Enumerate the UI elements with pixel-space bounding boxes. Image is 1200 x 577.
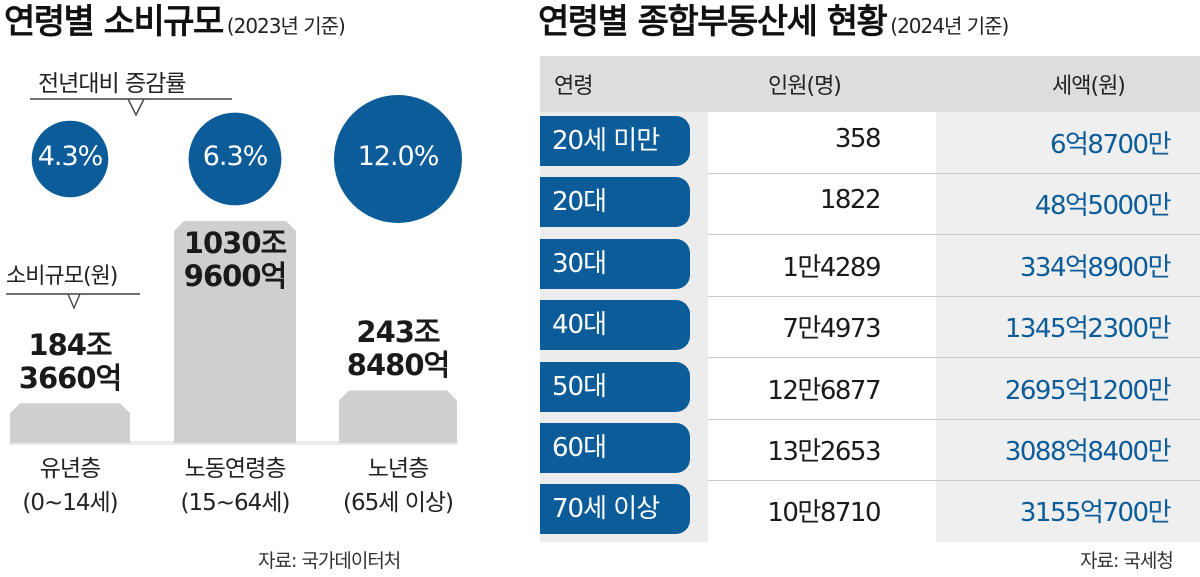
- age-badge: 20세 미만: [540, 116, 690, 166]
- table-row: 50대 12만6877 2695억1200만: [540, 358, 1200, 420]
- category-range: (15~64세): [180, 490, 291, 516]
- row-divider: [708, 418, 1200, 420]
- growth-rate-callout: 전년대비 증감률: [38, 71, 186, 97]
- category-range: (0~14세): [22, 490, 118, 516]
- growth-bubble: [188, 112, 282, 206]
- right-source: 자료: 국세청: [1080, 550, 1174, 572]
- bar-value-label: 243조 8480억: [346, 315, 450, 383]
- table-row: 60대 13만2653 3088억8400만: [540, 419, 1200, 481]
- header-people: 인원(명): [768, 74, 842, 99]
- table-row: 40대 7만4973 1345억2300만: [540, 296, 1200, 359]
- people-count: 1822: [819, 185, 882, 216]
- consumption-bar: [10, 403, 130, 443]
- left-source: 자료: 국가데이터처: [258, 550, 401, 572]
- consumption-size-callout: 소비규모(원): [6, 264, 118, 289]
- header-tax: 세액(원): [1052, 74, 1126, 99]
- age-badge: 60대: [540, 423, 690, 473]
- size-callout-pointer: [6, 293, 140, 310]
- people-column-bg: [708, 56, 936, 542]
- left-chart-title: 연령별 소비규모 (2023년 기준): [4, 0, 346, 48]
- right-table-title-text: 연령별 종합부동산세 현황: [538, 2, 888, 42]
- row-divider: [708, 357, 1200, 359]
- table-row: 20대 1822 48억5000만: [540, 173, 1200, 236]
- category-label: 노동연령층 (15~64세): [150, 452, 320, 520]
- category-name: 노년층: [367, 456, 429, 482]
- consumption-bar: [174, 221, 296, 443]
- tax-column-bg: [936, 56, 1200, 542]
- growth-bubble: [334, 95, 462, 223]
- consumption-bar: [339, 390, 457, 443]
- right-table-subtitle: (2024년 기준): [890, 14, 1009, 38]
- growth-rate-label: 4.3%: [37, 141, 104, 172]
- growth-rate-label: 12.0%: [357, 141, 440, 172]
- table-row: 30대 1만4289 334억8900만: [540, 235, 1200, 297]
- left-chart-subtitle: (2023년 기준): [226, 14, 346, 38]
- row-divider: [708, 173, 1200, 174]
- table-header: 연령 인원(명) 세액(원): [540, 56, 1200, 112]
- table-row: 70세 이상 10만8710 3155억700만: [540, 480, 1200, 542]
- people-count: 7만4973: [782, 314, 881, 345]
- people-count: 1만4289: [782, 252, 881, 283]
- age-badge: 70세 이상: [540, 484, 690, 535]
- growth-rate-label: 6.3%: [202, 141, 269, 172]
- row-divider: [708, 234, 1200, 236]
- bar-value-label: 1030조 9600억: [183, 226, 287, 293]
- age-badge: 50대: [540, 361, 690, 412]
- tax-amount: 2695억1200만: [1004, 375, 1172, 406]
- table-row: 20세 미만 358 6억8700만: [540, 112, 1200, 174]
- right-table-title: 연령별 종합부동산세 현황 (2024년 기준): [538, 0, 1009, 48]
- people-count: 12만6877: [767, 375, 881, 406]
- category-name: 노동연령층: [184, 456, 287, 482]
- people-count: 10만8710: [767, 498, 881, 529]
- tax-amount: 48억5000만: [1034, 191, 1172, 222]
- age-badge: 40대: [540, 300, 690, 351]
- growth-bubble: [31, 120, 109, 198]
- category-name: 유년층: [39, 456, 101, 482]
- left-chart-title-text: 연령별 소비규모: [4, 2, 224, 42]
- consumption-chart-svg: [6, 95, 462, 445]
- tax-amount: 6억8700만: [1049, 130, 1172, 160]
- category-range: (65세 이상): [342, 490, 454, 516]
- row-divider: [708, 295, 1200, 297]
- tax-amount: 3088억8400만: [1004, 437, 1172, 467]
- tax-amount: 334억8900만: [1019, 252, 1172, 283]
- people-count: 358: [834, 124, 882, 154]
- bar-value-label: 184조 3660억: [18, 328, 122, 396]
- category-label: 노년층 (65세 이상): [313, 452, 483, 520]
- people-count: 13만2653: [767, 437, 881, 467]
- property-tax-table: 연령 인원(명) 세액(원) 20세 미만 358 6억8700만 20대 1822 48…: [540, 56, 1200, 542]
- tax-amount: 1345억2300만: [1004, 314, 1172, 345]
- tax-amount: 3155억700만: [1019, 498, 1172, 529]
- growth-callout-pointer: [30, 98, 232, 117]
- row-divider: [708, 480, 1200, 481]
- header-age: 연령: [554, 74, 593, 99]
- age-badge: 20대: [540, 177, 690, 228]
- age-badge: 30대: [540, 238, 690, 289]
- category-label: 유년층 (0~14세): [0, 452, 155, 520]
